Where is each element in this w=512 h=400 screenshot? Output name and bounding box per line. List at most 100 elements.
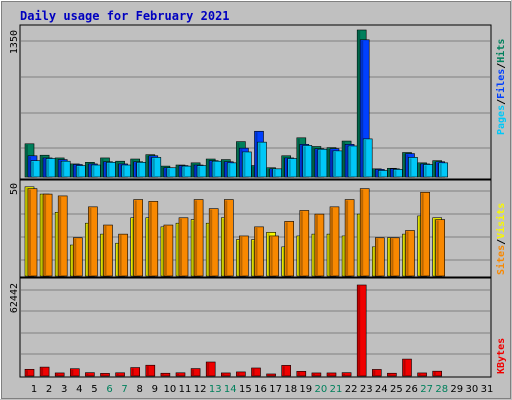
x-label-day-7: 7: [121, 384, 127, 395]
bar-pages-day-13: [211, 160, 222, 178]
bar-sites-day-28: [435, 219, 446, 277]
bar-shade-visits-day-25: [388, 238, 391, 275]
bar-shade-sites-day-1: [29, 189, 31, 275]
bar-shade-kbytes-day-9: [146, 366, 149, 375]
bar-shade-hits-day-7: [116, 162, 119, 176]
bar-shade-visits-day-4: [71, 246, 74, 275]
bar-pages-day-3: [60, 160, 71, 178]
bars-layer: [24, 29, 449, 377]
bar-kbytes-day-20: [311, 372, 322, 377]
bar-shade-sites-day-20: [315, 215, 318, 275]
bar-sites-day-12: [193, 199, 204, 277]
bar-pages-day-16: [257, 141, 267, 178]
bar-shade-pages-day-4: [77, 166, 80, 176]
x-label-day-17: 17: [269, 384, 282, 395]
bar-kbytes-day-1: [24, 368, 35, 377]
legend-hits-part-3: /: [496, 63, 507, 69]
bar-shade-files-day-4: [74, 165, 77, 176]
legend-visits-part-1: /: [496, 239, 507, 245]
bar-shade-kbytes-day-11: [177, 373, 179, 375]
bar-shade-pages-day-17: [273, 169, 276, 176]
x-label-day-16: 16: [254, 384, 267, 395]
bar-pages-day-26: [408, 157, 418, 178]
bar-shade-visits-day-8: [131, 218, 134, 275]
bar-shade-kbytes-day-1: [26, 370, 28, 375]
bar-shade-sites-day-9: [149, 202, 152, 275]
bar-shade-sites-day-5: [89, 207, 92, 275]
x-label-day-15: 15: [239, 384, 252, 395]
bar-shade-kbytes-day-16: [252, 368, 255, 375]
bar-shade-sites-day-21: [331, 207, 333, 275]
bar-shade-sites-day-17: [270, 236, 273, 275]
bar-shade-sites-day-10: [164, 226, 167, 275]
bar-shade-pages-day-11: [183, 167, 185, 176]
bar-shade-files-day-16: [255, 132, 258, 176]
bar-shade-pages-day-2: [47, 159, 50, 176]
bar-kbytes-day-23: [356, 284, 367, 377]
bar-shade-kbytes-day-13: [207, 363, 210, 375]
bar-sites-day-25: [390, 237, 400, 277]
bar-kbytes-day-2: [39, 366, 50, 377]
bar-shade-files-day-18: [285, 158, 288, 176]
bar-shade-sites-day-26: [406, 231, 409, 275]
bar-shade-files-day-23: [361, 40, 364, 176]
bar-shade-sites-day-25: [391, 238, 394, 275]
x-label-day-23: 23: [360, 384, 373, 395]
bar-pages-day-5: [91, 164, 101, 178]
bar-shade-pages-day-9: [152, 158, 155, 176]
bar-shade-hits-day-23: [358, 31, 361, 176]
bar-kbytes-day-25: [387, 372, 397, 377]
bar-shade-sites-day-18: [285, 222, 288, 275]
bar-shade-hits-day-6: [101, 158, 104, 176]
legend-kbytes-text: KBytes: [496, 338, 507, 374]
bar-shade-files-day-11: [180, 166, 182, 176]
bar-shade-hits-day-8: [131, 160, 134, 176]
x-label-day-31: 31: [481, 384, 494, 395]
bar-shade-sites-day-3: [59, 196, 62, 275]
legend-hits-part-4: Hits: [495, 39, 507, 63]
bar-shade-files-day-21: [331, 149, 333, 176]
chart-title: Daily usage for February 2021: [20, 9, 230, 23]
bar-shade-files-day-24: [376, 170, 379, 176]
bar-sites-day-26: [405, 230, 415, 277]
bar-shade-kbytes-day-15: [237, 372, 240, 375]
bar-shade-pages-day-10: [167, 168, 170, 176]
bar-shade-pages-day-14: [228, 163, 231, 176]
bar-shade-kbytes-day-5: [86, 373, 89, 375]
bar-shade-hits-day-2: [41, 156, 44, 176]
legend-kbytes-part-0: KBytes: [496, 338, 507, 374]
bar-shade-sites-day-11: [180, 218, 182, 275]
legend-visits-text: Sites/Visits: [495, 203, 507, 275]
bar-shade-hits-day-27: [418, 163, 421, 176]
bar-shade-kbytes-day-18: [282, 366, 285, 375]
bar-sites-day-21: [329, 206, 340, 277]
x-label-day-21: 21: [330, 384, 343, 395]
bar-kbytes-day-4: [70, 368, 80, 377]
bar-shade-kbytes-day-21: [328, 373, 330, 375]
bar-shade-hits-day-14: [222, 160, 225, 176]
bar-pages-day-23: [362, 138, 373, 178]
bar-pages-day-27: [423, 164, 433, 178]
bar-shade-visits-day-13: [207, 224, 210, 275]
bar-pages-day-10: [166, 167, 177, 178]
bar-shade-sites-day-14: [225, 200, 228, 275]
bar-shade-visits-day-19: [297, 236, 300, 275]
bar-shade-pages-day-26: [409, 158, 412, 176]
bar-shade-pages-day-22: [349, 146, 352, 176]
bar-shade-kbytes-day-3: [56, 373, 59, 375]
bar-kbytes-day-16: [251, 367, 261, 377]
bar-shade-files-day-10: [164, 168, 167, 176]
x-label-day-11: 11: [179, 384, 192, 395]
bar-shade-kbytes-day-26: [403, 360, 406, 375]
bar-shade-visits-day-24: [373, 247, 376, 275]
bar-shade-files-day-13: [210, 161, 213, 176]
bar-pages-day-7: [121, 164, 131, 178]
bar-kbytes-day-28: [432, 370, 443, 377]
bar-shade-hits-day-1: [26, 144, 28, 176]
bar-sites-day-7: [118, 233, 128, 277]
bar-shade-sites-day-22: [346, 200, 349, 275]
bar-shade-kbytes-day-10: [161, 374, 164, 375]
bar-shade-visits-day-7: [116, 244, 119, 275]
bar-shade-files-day-27: [421, 164, 424, 176]
